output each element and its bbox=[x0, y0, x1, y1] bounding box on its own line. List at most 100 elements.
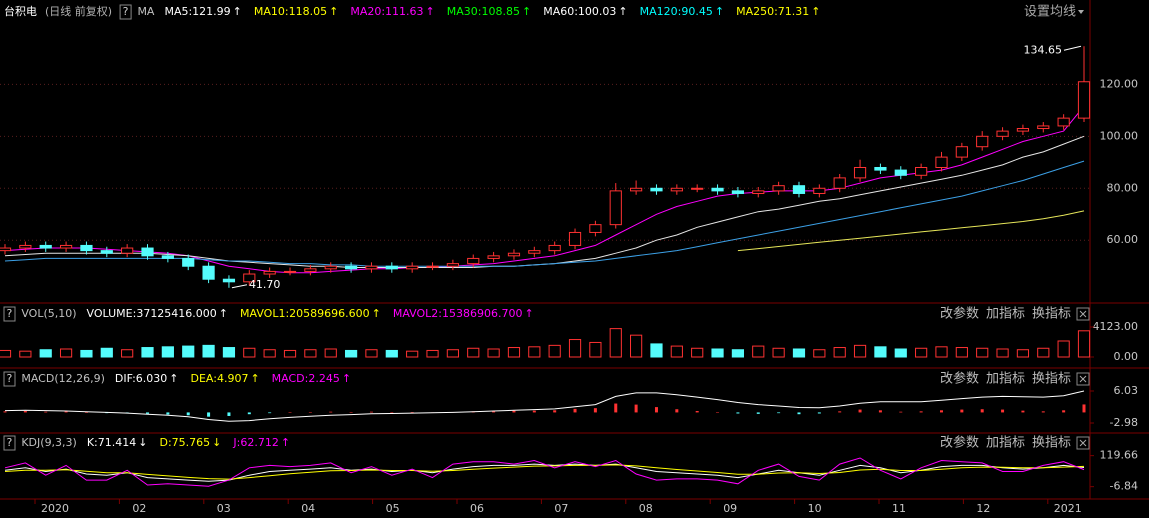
legend-label: J:62.712 bbox=[232, 436, 278, 449]
macd-bar bbox=[532, 410, 536, 413]
indicator-name: VOL(5,10) bbox=[21, 307, 76, 320]
macd-bar bbox=[654, 407, 658, 413]
indicator-line bbox=[4, 390, 1085, 422]
macd-bar bbox=[288, 412, 292, 413]
x-tick-label: 2021 bbox=[1054, 502, 1082, 515]
macd-bar bbox=[939, 410, 943, 413]
legend-label: MAVOL1:20589696.600 bbox=[240, 307, 370, 320]
y-tick-label: 119.66 bbox=[1100, 449, 1139, 462]
panel-button[interactable]: 换指标 bbox=[1032, 372, 1071, 387]
close-button[interactable] bbox=[1076, 372, 1090, 386]
panel-button[interactable]: 加指标 bbox=[986, 436, 1025, 451]
close-button[interactable] bbox=[1076, 436, 1090, 450]
candle-body bbox=[813, 187, 826, 194]
legend-label: D:75.765 bbox=[159, 436, 210, 449]
indicator-line bbox=[4, 464, 1085, 480]
y-tick-label: 0.00 bbox=[1114, 350, 1139, 363]
volume-bar bbox=[304, 349, 317, 358]
legend-arrow: ↑ bbox=[811, 5, 820, 18]
x-tick-label: 2020 bbox=[41, 502, 69, 515]
volume-bar bbox=[446, 349, 459, 358]
macd-bar bbox=[716, 412, 720, 413]
candle-body bbox=[568, 231, 582, 246]
candle-body bbox=[670, 187, 683, 192]
macd-bar bbox=[675, 409, 679, 413]
x-tick-label: 12 bbox=[976, 502, 990, 515]
candle-body bbox=[955, 146, 968, 158]
x-tick-label: 09 bbox=[723, 502, 737, 515]
macd-bar bbox=[553, 410, 557, 413]
legend-label: MA30:108.85 bbox=[447, 5, 520, 18]
macd-bar bbox=[695, 411, 699, 413]
close-icon bbox=[1079, 439, 1087, 447]
candle-body bbox=[344, 265, 358, 270]
panel-button[interactable]: 改参数 bbox=[940, 306, 979, 322]
panel-button[interactable]: 改参数 bbox=[940, 371, 979, 387]
volume-bar bbox=[630, 334, 643, 358]
macd-bar bbox=[44, 411, 48, 413]
macd-bar bbox=[797, 412, 801, 415]
candle-body bbox=[467, 257, 480, 265]
macd-bar bbox=[573, 408, 577, 413]
candle-body bbox=[528, 250, 541, 254]
y-tick-label: 80.00 bbox=[1107, 181, 1139, 194]
macd-bar bbox=[838, 411, 842, 413]
macd-bar bbox=[64, 411, 68, 413]
panel-button[interactable]: 换指标 bbox=[1032, 436, 1071, 451]
macd-bar bbox=[410, 412, 414, 413]
macd-bar bbox=[1001, 409, 1005, 413]
candle-body bbox=[446, 263, 459, 267]
candle-body bbox=[772, 185, 785, 192]
indicator-name: MACD(12,26,9) bbox=[21, 372, 105, 385]
legend-label: MA20:111.63 bbox=[350, 5, 423, 18]
candle-body bbox=[243, 273, 256, 283]
close-icon bbox=[1079, 310, 1087, 318]
close-button[interactable] bbox=[1076, 307, 1090, 321]
legend-arrow: ↑ bbox=[329, 5, 338, 18]
macd-bar bbox=[3, 411, 7, 413]
candle-body bbox=[935, 156, 948, 168]
legend-arrow: ↑ bbox=[426, 5, 435, 18]
legend-label: MAVOL2:15386906.700 bbox=[393, 307, 523, 320]
volume-bar bbox=[568, 339, 582, 358]
help-box bbox=[3, 306, 16, 322]
macd-bar bbox=[777, 412, 781, 414]
macd-bar bbox=[23, 411, 27, 413]
x-tick-label: 04 bbox=[301, 502, 315, 515]
help-icon: ? bbox=[123, 5, 129, 18]
macd-bar bbox=[146, 412, 150, 414]
volume-bar bbox=[1037, 347, 1050, 358]
legend-label: DEA:4.907 bbox=[191, 372, 249, 385]
volume-bar bbox=[691, 347, 704, 358]
candle-body bbox=[385, 265, 398, 270]
candle-body bbox=[365, 265, 378, 270]
legend-arrow: ↓ bbox=[138, 436, 147, 449]
volume-bar bbox=[894, 348, 907, 358]
macd-bar bbox=[329, 411, 333, 413]
panel-button[interactable]: 改参数 bbox=[940, 435, 979, 451]
legend-arrow: ↑ bbox=[524, 307, 533, 320]
macd-bar bbox=[390, 412, 394, 413]
volume-bar bbox=[589, 341, 602, 358]
volume-bar bbox=[487, 348, 500, 358]
candle-body bbox=[0, 247, 12, 252]
macd-bar bbox=[817, 412, 821, 414]
volume-bar bbox=[935, 346, 948, 358]
candle-body bbox=[426, 265, 439, 268]
legend-label: MA60:100.03 bbox=[543, 5, 616, 18]
macd-bar bbox=[227, 412, 231, 416]
volume-bar bbox=[365, 349, 378, 358]
panel-button[interactable]: 换指标 bbox=[1032, 307, 1071, 322]
panel-button[interactable]: 加指标 bbox=[986, 372, 1025, 387]
macd-bar bbox=[492, 411, 496, 413]
setting-button[interactable]: 设置均线 bbox=[1024, 5, 1076, 20]
macd-bar bbox=[84, 412, 88, 413]
candle-body bbox=[853, 166, 867, 179]
y-tick-label: 60.00 bbox=[1107, 233, 1139, 246]
dropdown-arrow bbox=[1078, 10, 1084, 14]
volume-bar bbox=[100, 347, 113, 358]
panel-button[interactable]: 加指标 bbox=[986, 307, 1025, 322]
volume-bar bbox=[976, 347, 989, 358]
